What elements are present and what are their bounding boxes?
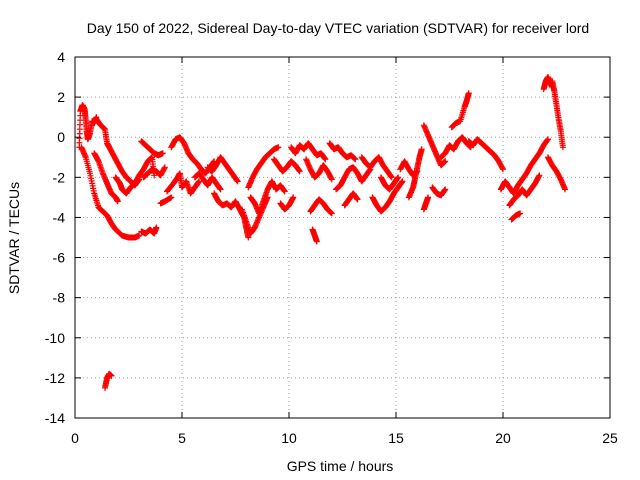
data-point (517, 210, 524, 217)
data-point (442, 186, 449, 193)
x-tick-label: 15 (388, 430, 404, 446)
data-point (114, 198, 121, 205)
data-point (442, 158, 449, 165)
y-tick-label: 0 (57, 129, 65, 145)
x-tick-label: 10 (281, 430, 297, 446)
data-point (465, 90, 472, 97)
data-point (136, 176, 143, 183)
x-tick-label: 0 (71, 430, 79, 446)
data-point (161, 164, 168, 171)
data-point (328, 176, 335, 183)
data-point (418, 146, 425, 153)
x-tick-label: 25 (602, 430, 618, 446)
x-tick-label: 20 (495, 430, 511, 446)
grid (75, 57, 610, 418)
data-point (290, 194, 297, 201)
data-point (159, 150, 166, 157)
data-point (217, 186, 224, 193)
y-tick-label: -8 (53, 290, 66, 306)
data-point (234, 178, 241, 185)
data-point (296, 168, 303, 175)
data-point (500, 166, 506, 173)
data-point (354, 196, 361, 203)
data-point (562, 186, 569, 193)
y-tick-label: -2 (53, 169, 66, 185)
data-markers (76, 74, 569, 391)
data-point (536, 172, 543, 179)
data-point (388, 174, 395, 181)
x-tick-label: 5 (178, 430, 186, 446)
data-point (196, 178, 203, 185)
data-point (322, 156, 329, 163)
y-tick-label: 2 (57, 89, 65, 105)
data-point (352, 156, 359, 163)
chart-title: Day 150 of 2022, Sidereal Day-to-day VTE… (87, 20, 589, 36)
y-tick-label: -14 (45, 410, 65, 426)
data-point (395, 174, 402, 181)
data-point (245, 234, 252, 241)
y-tick-label: -6 (53, 250, 66, 266)
y-tick-label: -12 (45, 370, 65, 386)
data-point (399, 178, 406, 185)
y-tick-label: -4 (53, 209, 66, 225)
y-tick-label: -10 (45, 330, 65, 346)
data-point (168, 194, 175, 201)
data-point (559, 144, 566, 151)
data-point (136, 232, 143, 239)
data-point (281, 188, 288, 195)
data-point (544, 136, 551, 143)
data-point (425, 194, 432, 201)
data-point (328, 210, 335, 217)
x-axis-label: GPS time / hours (287, 458, 394, 474)
y-tick-label: 4 (57, 49, 65, 65)
y-axis-label: SDTVAR / TECUs (6, 182, 22, 294)
data-point (153, 224, 160, 231)
data-point (313, 238, 320, 245)
data-point (108, 372, 115, 379)
data-point (275, 144, 282, 151)
plot-frame (74, 56, 611, 419)
